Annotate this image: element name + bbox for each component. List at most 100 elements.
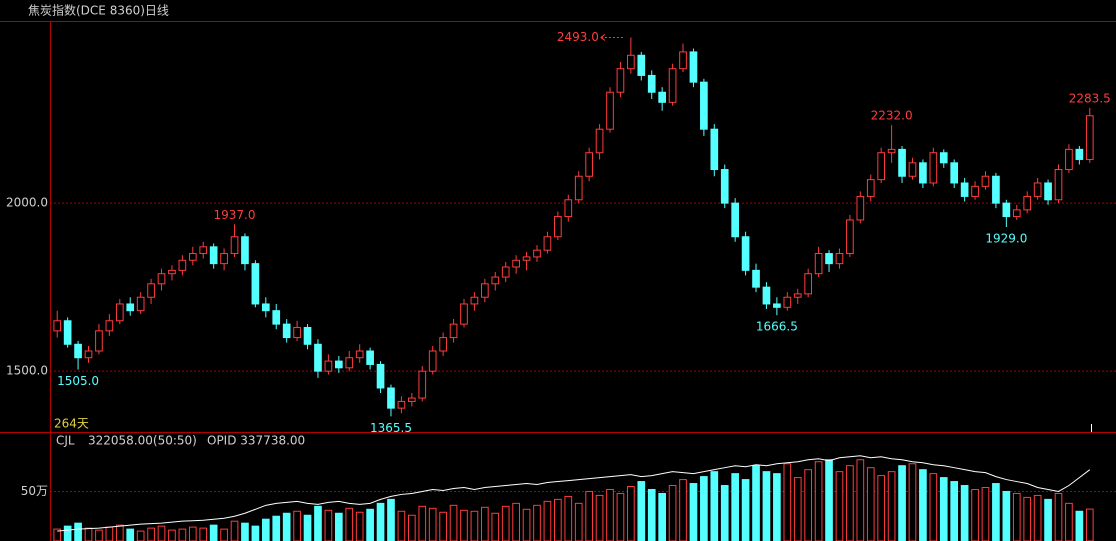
candle-body (407, 397, 416, 402)
volume-bar (314, 505, 322, 541)
candle-body (887, 148, 896, 154)
volume-bar (209, 524, 218, 541)
volume-bar (877, 475, 886, 541)
candle-body (866, 179, 875, 197)
candle-body (752, 269, 760, 288)
candle-body (397, 400, 406, 409)
volume-bar (658, 492, 666, 541)
volume-bar (637, 481, 646, 541)
volume-bar (731, 473, 740, 541)
volume-bar (689, 483, 698, 541)
volume-bar (939, 477, 948, 541)
annotation: 1929.0 (985, 232, 1027, 246)
candle-body (387, 387, 395, 409)
volume-bar (856, 459, 865, 541)
volume-bar (449, 504, 458, 541)
candle-body (501, 266, 510, 278)
volume-bar (1012, 492, 1021, 541)
candle-body (449, 323, 458, 339)
volume-bar (147, 527, 155, 541)
volume-bar (919, 469, 927, 541)
candle-body (741, 236, 750, 271)
volume-bar (554, 498, 562, 541)
volume-bar (272, 515, 281, 541)
annotation: 1505.0 (57, 374, 99, 388)
volume-bar (814, 461, 823, 541)
candle-body (981, 175, 990, 187)
annotation: 1666.5 (756, 320, 798, 334)
volume-bar (428, 507, 437, 541)
annotation: 1365.5 (370, 421, 412, 435)
candle-body (992, 175, 1000, 204)
candle-body (241, 236, 249, 265)
candle-body (324, 360, 333, 372)
volume-bar (126, 528, 135, 541)
candle-body (460, 303, 468, 325)
candle-body (230, 236, 239, 255)
candle-body (63, 320, 72, 345)
candle-body (846, 219, 854, 255)
candle-body (314, 343, 322, 372)
candle-body (136, 296, 145, 312)
candle-body (908, 162, 917, 177)
volume-bar (157, 525, 166, 541)
candle-body (950, 162, 959, 184)
volume-bar (1023, 496, 1032, 541)
candle-body (272, 310, 281, 325)
candle-body (53, 320, 62, 332)
volume-bar (188, 526, 197, 541)
volume-bar (773, 473, 781, 541)
candle-body (835, 253, 844, 265)
volume-bar (1002, 490, 1011, 541)
candle-body (793, 293, 802, 298)
volume-bar (334, 512, 343, 541)
candle-body (658, 91, 666, 103)
candle-body (168, 269, 176, 275)
candle-body (856, 195, 865, 221)
candle-body (564, 199, 573, 218)
candle-body (595, 128, 604, 154)
volume-bar (627, 486, 635, 541)
volume-bar (908, 463, 917, 541)
volume-bar (1085, 508, 1094, 541)
volume-bar (960, 485, 969, 541)
volume-bar (418, 505, 427, 541)
candle-body (1065, 148, 1073, 171)
volume-bar (835, 471, 844, 541)
volume-bar (574, 502, 583, 541)
volume-bar (261, 518, 270, 541)
candle-body (376, 363, 385, 389)
candle-body (585, 152, 593, 177)
volume-bar (533, 504, 541, 541)
chart-title: 焦炭指数(DCE 8360)日线 (28, 3, 169, 18)
volume-bar (1075, 510, 1084, 541)
candle-body (898, 148, 906, 177)
annotation: 1937.0 (214, 208, 256, 222)
volume-bar (616, 492, 625, 541)
volume-bar (720, 485, 729, 541)
volume-bar (752, 465, 760, 541)
volume-bar (898, 465, 906, 541)
candle-body (700, 81, 708, 130)
candle-body (1054, 169, 1063, 201)
volume-bar (950, 481, 959, 541)
volume-bar (481, 506, 489, 541)
candle-body (720, 169, 729, 204)
volume-bar (178, 528, 187, 541)
candle-body (627, 54, 635, 70)
volume-bar (282, 512, 291, 541)
volume-bar (804, 469, 813, 541)
period-label: 264天 (54, 417, 89, 431)
candle-body (491, 276, 500, 285)
annotation: 2493.0 (557, 30, 599, 44)
candle-body (418, 370, 427, 399)
volume-bar (1033, 494, 1042, 541)
candle-body (147, 283, 155, 298)
volume-bar (470, 510, 479, 541)
candle-body (334, 360, 343, 369)
candle-body (919, 162, 927, 184)
volume-bar (887, 471, 896, 541)
volume-bar (387, 498, 395, 541)
volume-bar (679, 479, 687, 541)
volume-bar (710, 471, 719, 541)
